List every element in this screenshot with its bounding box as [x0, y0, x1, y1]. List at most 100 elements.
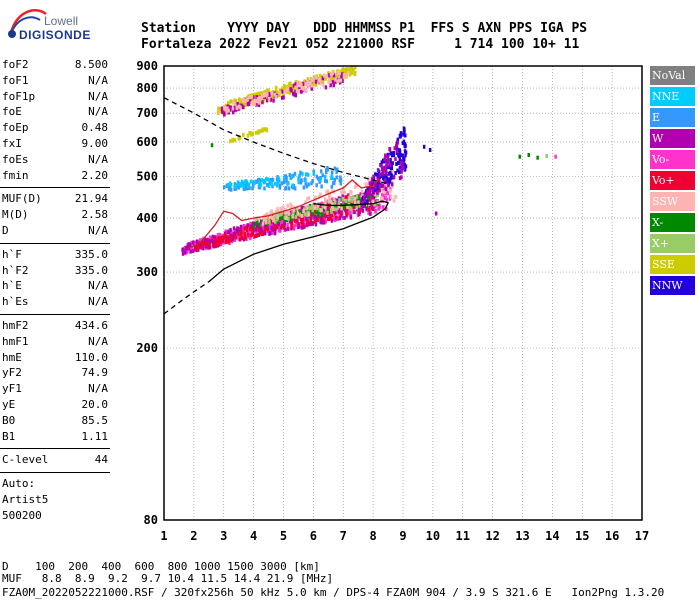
echo-point: [266, 92, 269, 97]
echo-point: [246, 133, 250, 138]
echo-point: [267, 220, 271, 225]
echo-point: [307, 84, 310, 88]
echo-point: [313, 205, 316, 210]
echo-point: [214, 235, 217, 240]
echo-point: [392, 150, 395, 155]
echo-point: [292, 211, 295, 216]
echo-point: [207, 242, 210, 247]
echo-point: [341, 69, 344, 74]
echo-point: [279, 88, 282, 93]
echo-point: [341, 196, 344, 201]
param-row: foE N/A: [2, 105, 108, 119]
echo-point: [263, 93, 267, 97]
echo-point: [229, 107, 232, 112]
echo-point: [304, 88, 308, 92]
echo-point: [293, 186, 297, 191]
echo-point: [322, 204, 325, 209]
profile-line: [163, 281, 210, 315]
echo-point: [294, 208, 297, 213]
param-value: N/A: [88, 224, 108, 237]
echo-point: [434, 211, 438, 216]
echo-point: [259, 91, 262, 96]
echo-point: [314, 79, 318, 84]
echo-point: [318, 210, 322, 215]
echo-point: [234, 99, 238, 103]
echo-point: [252, 224, 256, 229]
x-tick-label: 16: [605, 529, 619, 543]
echo-point: [277, 228, 281, 233]
echo-point: [333, 177, 336, 182]
echo-point: [401, 165, 404, 170]
echo-point: [296, 219, 299, 224]
echo-point: [266, 226, 269, 231]
echo-point: [314, 75, 318, 80]
separator: [0, 314, 110, 315]
echo-point: [286, 88, 289, 93]
echo-point: [232, 100, 235, 105]
echo-point: [282, 212, 285, 217]
echo-point: [253, 180, 257, 185]
legend-item: E: [650, 108, 695, 127]
echo-point: [245, 228, 249, 233]
echo-point: [323, 174, 327, 179]
echo-point: [271, 227, 274, 232]
param-label: foE: [2, 105, 22, 119]
echo-point: [385, 197, 388, 202]
echo-point: [283, 176, 286, 181]
echo-point: [360, 205, 364, 210]
echo-point: [329, 78, 333, 83]
echo-point: [297, 222, 300, 226]
echo-point: [263, 179, 267, 184]
y-tick-label: 200: [136, 341, 158, 355]
echo-point: [275, 225, 279, 230]
echo-point: [389, 189, 392, 194]
echo-point: [381, 193, 384, 197]
echo-point: [385, 163, 388, 168]
header-row-2: Fortaleza 2022 Fev21 052 221000 RSF 1 71…: [141, 37, 580, 52]
param-label: fxI: [2, 137, 22, 150]
echo-point: [336, 167, 339, 172]
echo-point: [302, 82, 305, 86]
echo-point: [396, 140, 399, 145]
echo-point: [286, 223, 289, 227]
echo-point: [289, 202, 292, 207]
echo-point: [231, 137, 234, 142]
grid: [163, 65, 643, 521]
echo-point: [316, 218, 319, 223]
echo-point: [244, 235, 247, 240]
echo-point: [253, 98, 257, 103]
echo-point: [369, 211, 372, 216]
echo-point: [279, 206, 282, 211]
param-label: h`F: [2, 247, 22, 261]
echo-point: [288, 90, 291, 95]
legend-item: X+: [650, 234, 695, 253]
echo-point: [384, 171, 388, 176]
echo-point: [387, 171, 391, 176]
echo-point: [260, 232, 264, 237]
echo-point: [333, 218, 337, 223]
echo-point: [216, 232, 220, 237]
echo-point: [267, 88, 270, 93]
echo-point: [274, 222, 277, 227]
echo-point: [383, 157, 386, 162]
echo-point: [278, 185, 282, 190]
echo-point: [357, 207, 361, 212]
echo-point: [343, 190, 346, 195]
echo-point: [308, 205, 311, 210]
param-row: hmF1 N/A: [2, 335, 108, 349]
echo-point: [378, 188, 381, 193]
echo-point: [319, 192, 322, 197]
echo-point: [274, 85, 278, 90]
echo-point: [259, 219, 263, 224]
echo-point: [376, 184, 380, 189]
echo-point: [243, 231, 247, 236]
echo-point: [282, 83, 286, 88]
echo-point: [316, 204, 320, 209]
echo-point: [316, 208, 320, 213]
echo-point: [330, 176, 333, 181]
echo-point: [392, 198, 396, 203]
echo-point: [275, 209, 278, 214]
echo-point: [265, 98, 269, 103]
echo-point: [301, 216, 305, 221]
